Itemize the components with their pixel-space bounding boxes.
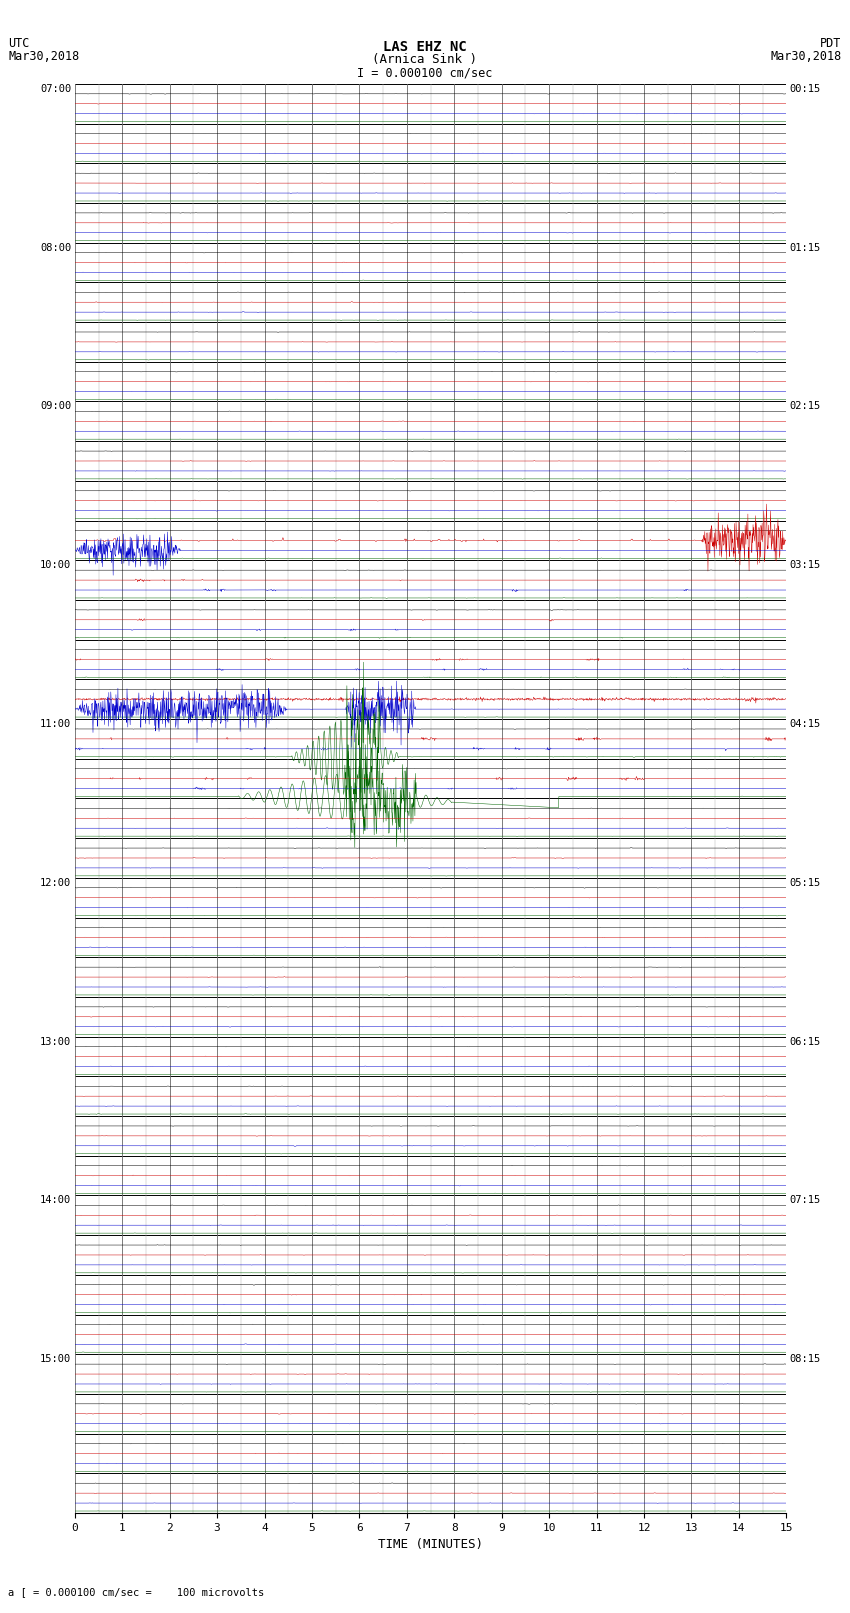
Text: 01:15: 01:15: [790, 242, 821, 253]
Text: 02:15: 02:15: [790, 402, 821, 411]
Text: 14:00: 14:00: [40, 1195, 71, 1205]
Text: Mar30,2018: Mar30,2018: [8, 50, 80, 63]
Text: 13:00: 13:00: [40, 1037, 71, 1047]
Text: PDT: PDT: [820, 37, 842, 50]
Text: a [ = 0.000100 cm/sec =    100 microvolts: a [ = 0.000100 cm/sec = 100 microvolts: [8, 1587, 264, 1597]
Text: 07:15: 07:15: [790, 1195, 821, 1205]
Text: 03:15: 03:15: [790, 560, 821, 571]
Text: I = 0.000100 cm/sec: I = 0.000100 cm/sec: [357, 66, 493, 79]
Text: (Arnica Sink ): (Arnica Sink ): [372, 53, 478, 66]
Text: 07:00: 07:00: [40, 84, 71, 94]
Text: 05:15: 05:15: [790, 877, 821, 887]
Text: LAS EHZ NC: LAS EHZ NC: [383, 40, 467, 55]
Text: Mar30,2018: Mar30,2018: [770, 50, 842, 63]
Text: 04:15: 04:15: [790, 719, 821, 729]
Text: 10:00: 10:00: [40, 560, 71, 571]
Text: 11:00: 11:00: [40, 719, 71, 729]
Text: 09:00: 09:00: [40, 402, 71, 411]
X-axis label: TIME (MINUTES): TIME (MINUTES): [378, 1539, 483, 1552]
Text: 00:15: 00:15: [790, 84, 821, 94]
Text: 08:00: 08:00: [40, 242, 71, 253]
Text: 15:00: 15:00: [40, 1355, 71, 1365]
Text: 08:15: 08:15: [790, 1355, 821, 1365]
Text: 12:00: 12:00: [40, 877, 71, 887]
Text: UTC: UTC: [8, 37, 30, 50]
Text: 06:15: 06:15: [790, 1037, 821, 1047]
